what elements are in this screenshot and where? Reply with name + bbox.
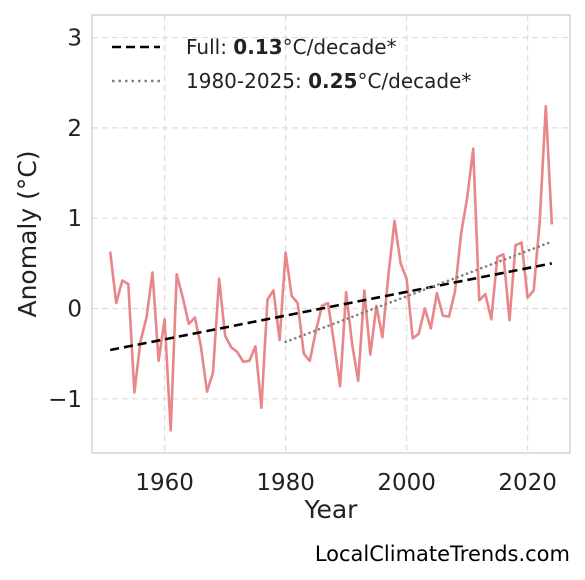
- y-tick-label: 0: [67, 297, 82, 323]
- legend: Full: 0.13°C/decade* 1980-2025: 0.25°C/d…: [112, 35, 471, 93]
- y-tick-label: 3: [67, 26, 82, 52]
- watermark: LocalClimateTrends.com: [315, 542, 570, 566]
- x-tick-label: 1960: [135, 470, 194, 496]
- x-axis-title: Year: [304, 495, 359, 524]
- plot-frame: [91, 14, 571, 454]
- grid: [92, 15, 570, 453]
- series-line-anomaly: [108, 104, 554, 432]
- legend-label-recent: 1980-2025: 0.25°C/decade*: [186, 69, 471, 93]
- legend-full-prefix: Full:: [186, 35, 233, 59]
- legend-recent-suffix: °C/decade*: [357, 69, 471, 93]
- legend-recent-value: 0.25: [308, 69, 357, 93]
- y-tick-label: −1: [48, 387, 82, 413]
- x-tick-labels: 1960 1980 2000 2020: [135, 470, 557, 496]
- x-tick-label: 1980: [256, 470, 315, 496]
- x-tick-label: 2000: [377, 470, 436, 496]
- trend-line-full: [109, 262, 553, 352]
- y-tick-labels: −1 0 1 2 3: [48, 26, 82, 413]
- y-tick-label: 2: [67, 116, 82, 142]
- legend-recent-prefix: 1980-2025:: [186, 69, 308, 93]
- legend-full-suffix: °C/decade*: [283, 35, 397, 59]
- x-tick-label: 2020: [498, 470, 557, 496]
- legend-full-value: 0.13: [233, 35, 282, 59]
- series-group: [108, 104, 554, 432]
- trend-line-recent: [284, 240, 554, 344]
- legend-label-full: Full: 0.13°C/decade*: [186, 35, 397, 59]
- y-axis-title: Anomaly (°C): [13, 150, 42, 317]
- y-tick-label: 1: [67, 206, 82, 232]
